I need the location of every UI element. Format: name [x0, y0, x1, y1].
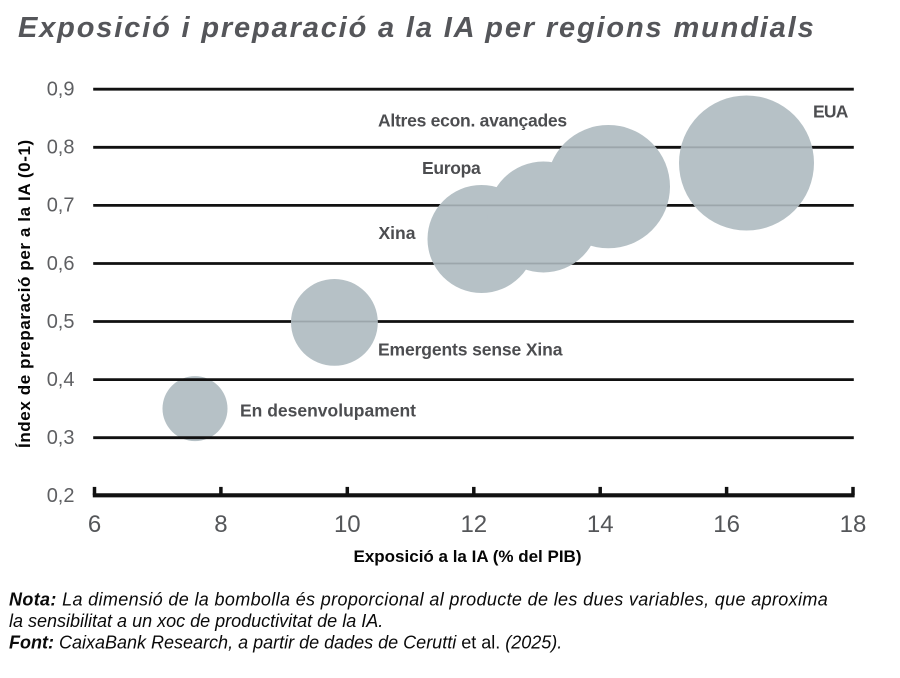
svg-text:0,3: 0,3: [47, 427, 75, 449]
svg-text:EUA: EUA: [813, 102, 849, 122]
svg-text:0,4: 0,4: [47, 369, 75, 391]
svg-text:Altres econ. avançades: Altres econ. avançades: [378, 110, 567, 130]
svg-text:18: 18: [840, 511, 867, 538]
svg-text:16: 16: [713, 511, 740, 538]
svg-text:Nota: La dimensió de la bombol: Nota: La dimensió de la bombolla és prop…: [9, 589, 828, 609]
svg-text:0,5: 0,5: [47, 311, 75, 333]
svg-text:Índex de preparació per a la I: Índex de preparació per a la IA (0-1): [15, 139, 34, 448]
svg-text:Font: CaixaBank Research, a pa: Font: CaixaBank Research, a partir de da…: [9, 632, 562, 652]
svg-text:0,7: 0,7: [47, 195, 75, 217]
svg-text:8: 8: [214, 511, 227, 538]
svg-text:6: 6: [88, 511, 101, 538]
svg-text:0,8: 0,8: [47, 137, 75, 159]
svg-text:Xina: Xina: [379, 223, 416, 243]
svg-text:Exposició a la IA (% del PIB): Exposició a la IA (% del PIB): [354, 547, 582, 566]
svg-text:10: 10: [334, 511, 361, 538]
svg-text:En desenvolupament: En desenvolupament: [240, 401, 416, 421]
svg-text:0,2: 0,2: [47, 485, 75, 507]
svg-text:Europa: Europa: [422, 158, 481, 178]
svg-text:Exposició i preparació a la IA: Exposició i preparació a la IA per regio…: [18, 12, 816, 44]
svg-text:la sensibilitat a un xoc de pr: la sensibilitat a un xoc de productivita…: [9, 611, 383, 631]
svg-text:Emergents sense Xina: Emergents sense Xina: [378, 340, 563, 360]
svg-text:0,6: 0,6: [47, 253, 75, 275]
svg-text:14: 14: [587, 511, 614, 538]
svg-text:12: 12: [460, 511, 487, 538]
svg-text:0,9: 0,9: [47, 79, 75, 101]
